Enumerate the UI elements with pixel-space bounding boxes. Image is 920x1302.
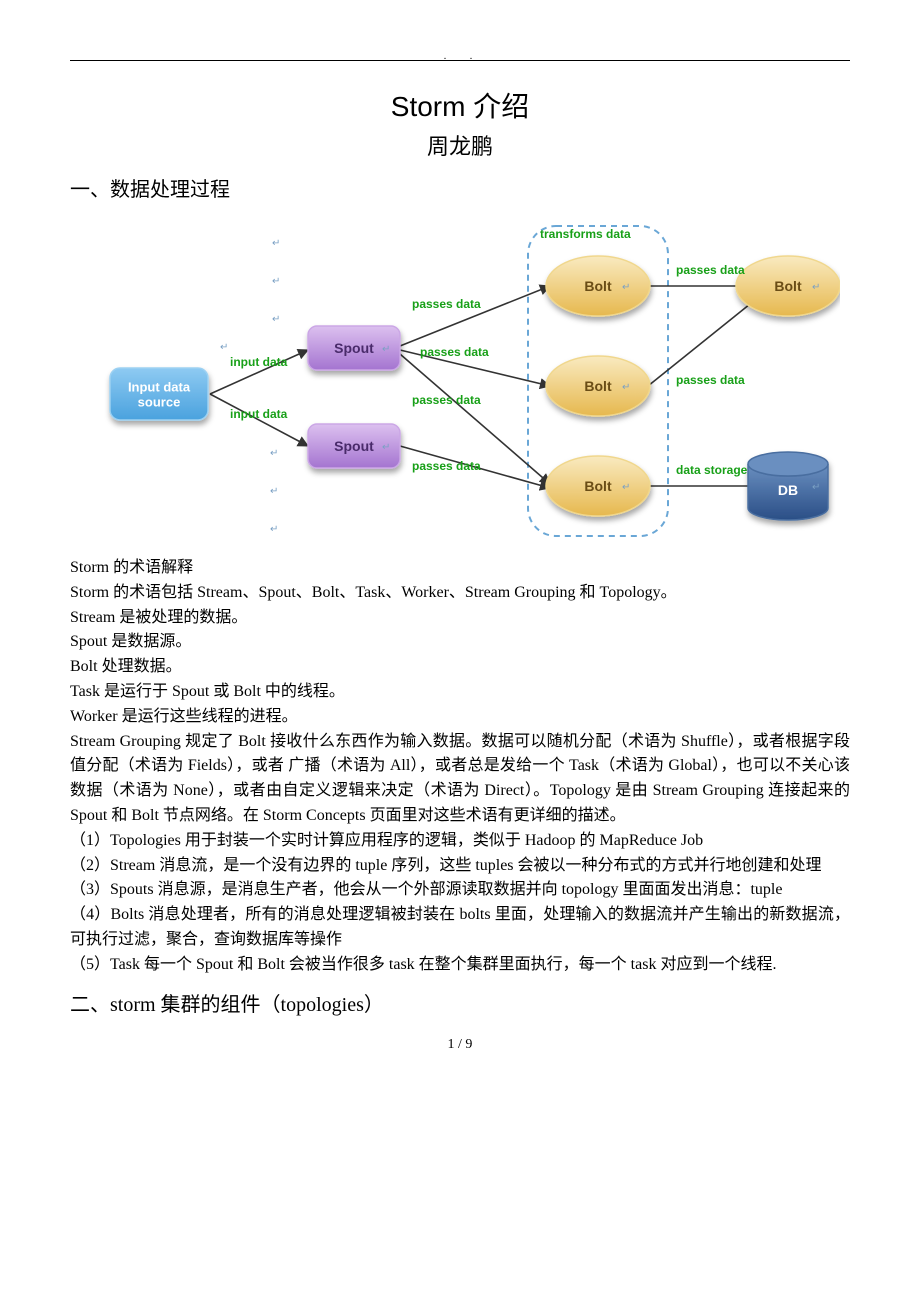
edge-label: input data xyxy=(230,355,288,369)
diagram-svg: Input datasourceSpout↵Spout↵Bolt↵Bolt↵Bo… xyxy=(80,208,840,548)
return-mark-icon: ↵ xyxy=(272,276,280,287)
page: . . Storm 介绍 周龙鹏 一、数据处理过程 Input datasour… xyxy=(70,0,850,1083)
body-text: Storm 的术语解释Storm 的术语包括 Stream、Spout、Bolt… xyxy=(70,556,850,978)
node-label: DB xyxy=(778,482,798,498)
node-bolt2: Bolt ↵ xyxy=(546,356,650,416)
node-input: Input datasource xyxy=(110,368,208,420)
page-title: Storm 介绍 xyxy=(70,85,850,125)
return-mark-icon: ↵ xyxy=(382,344,390,355)
node-label: source xyxy=(138,395,181,410)
edge-label: passes data xyxy=(420,345,489,359)
return-mark-icon: ↵ xyxy=(382,442,390,453)
node-bolt4: Bolt ↵ xyxy=(736,256,840,316)
edge-label: data storage xyxy=(676,463,748,477)
return-mark-icon: ↵ xyxy=(622,282,630,293)
paragraph: Task 是运行于 Spout 或 Bolt 中的线程。 xyxy=(70,680,850,705)
return-mark-icon: ↵ xyxy=(270,486,278,497)
edge xyxy=(400,286,550,346)
paragraph: Bolt 处理数据。 xyxy=(70,655,850,680)
author: 周龙鹏 xyxy=(70,129,850,161)
node-label: Spout xyxy=(334,438,374,454)
section-1-heading: 一、数据处理过程 xyxy=(70,173,850,202)
return-mark-icon: ↵ xyxy=(812,282,820,293)
node-db: DB ↵ xyxy=(748,452,828,520)
paragraph: （2）Stream 消息流，是一个没有边界的 tuple 序列，这些 tuple… xyxy=(70,854,850,879)
edge-label: passes data xyxy=(412,459,481,473)
node-spout2: Spout ↵ xyxy=(308,424,400,468)
node-label: Bolt xyxy=(774,278,802,294)
paragraph: （1）Topologies 用于封装一个实时计算应用程序的逻辑，类似于 Hado… xyxy=(70,829,850,854)
paragraph: （5）Task 每一个 Spout 和 Bolt 会被当作很多 task 在整个… xyxy=(70,953,850,978)
return-mark-icon: ↵ xyxy=(812,482,820,493)
node-bolt3: Bolt ↵ xyxy=(546,456,650,516)
return-mark-icon: ↵ xyxy=(270,524,278,535)
node-label: Bolt xyxy=(584,278,612,294)
node-label: Bolt xyxy=(584,478,612,494)
paragraph: （4）Bolts 消息处理者，所有的消息处理逻辑被封装在 bolts 里面，处理… xyxy=(70,903,850,953)
storm-flow-diagram: Input datasourceSpout↵Spout↵Bolt↵Bolt↵Bo… xyxy=(80,208,840,548)
node-bolt1: Bolt ↵ xyxy=(546,256,650,316)
return-mark-icon: ↵ xyxy=(622,482,630,493)
node-spout1: Spout ↵ xyxy=(308,326,400,370)
paragraph: Storm 的术语解释 xyxy=(70,556,850,581)
paragraph: （3）Spouts 消息源，是消息生产者，他会从一个外部源读取数据并向 topo… xyxy=(70,878,850,903)
return-mark-icon: ↵ xyxy=(272,238,280,249)
paragraph: Worker 是运行这些线程的进程。 xyxy=(70,705,850,730)
paragraph: Spout 是数据源。 xyxy=(70,630,850,655)
header-dots-icon: . . xyxy=(444,51,477,62)
node-label: Bolt xyxy=(584,378,612,394)
edge-label: passes data xyxy=(412,393,481,407)
paragraph: Stream 是被处理的数据。 xyxy=(70,606,850,631)
node-label: Input data xyxy=(128,380,191,395)
return-mark-icon: ↵ xyxy=(220,342,228,353)
header-rule: . . xyxy=(70,60,850,61)
edge-label: passes data xyxy=(412,297,481,311)
return-mark-icon: ↵ xyxy=(270,448,278,459)
page-footer: 1 / 9 xyxy=(70,1037,850,1053)
edge-label: input data xyxy=(230,407,288,421)
edge-label: transforms data xyxy=(540,227,631,241)
edge-label: passes data xyxy=(676,373,745,387)
return-mark-icon: ↵ xyxy=(622,382,630,393)
section-2-heading: 二、storm 集群的组件（topologies） xyxy=(70,988,850,1017)
return-mark-icon: ↵ xyxy=(272,314,280,325)
paragraph: Stream Grouping 规定了 Bolt 接收什么东西作为输入数据。数据… xyxy=(70,730,850,829)
edge-label: passes data xyxy=(676,263,745,277)
node-label: Spout xyxy=(334,340,374,356)
paragraph: Storm 的术语包括 Stream、Spout、Bolt、Task、Worke… xyxy=(70,581,850,606)
